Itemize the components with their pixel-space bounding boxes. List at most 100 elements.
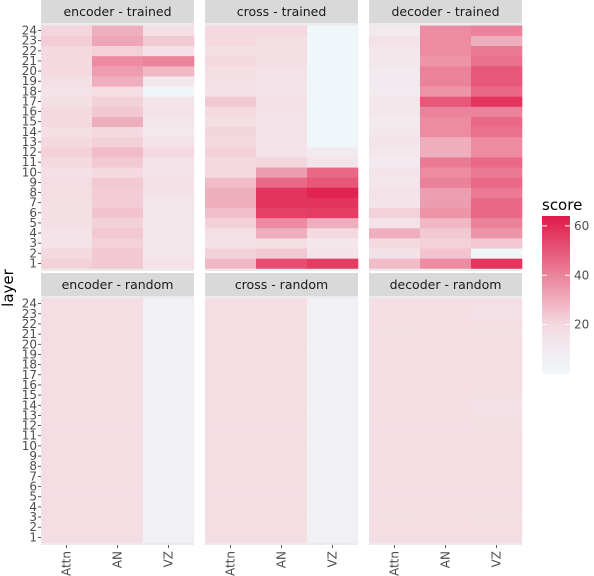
heatmap-cell (41, 318, 93, 330)
heatmap-cell (92, 76, 144, 87)
heatmap-cell (307, 511, 359, 523)
heatmap-cell (256, 339, 308, 350)
heatmap-cell (143, 136, 195, 148)
heatmap-cell (92, 379, 144, 391)
heatmap-cell (420, 116, 472, 128)
heatmap-cell (41, 298, 93, 310)
heatmap-cell (205, 379, 257, 391)
heatmap-cell (41, 491, 93, 503)
heatmap-cell (41, 55, 93, 67)
heatmap-cell (256, 217, 308, 229)
heatmap-cell (307, 116, 359, 128)
y-tick-label: 10 (22, 439, 37, 453)
heatmap-cell (256, 248, 308, 259)
heatmap-cell (92, 35, 144, 47)
heatmap-cell (471, 511, 523, 523)
heatmap-cell (307, 461, 359, 472)
heatmap-cell (256, 450, 308, 462)
heatmap-cell (471, 35, 523, 47)
panel: decoder - random (369, 273, 523, 545)
heatmap-cell (307, 258, 359, 269)
heatmap-cell (205, 329, 257, 340)
heatmap-cell (420, 96, 472, 107)
heatmap-cell (307, 450, 359, 462)
y-tick-label: 24 (22, 297, 37, 311)
heatmap-cell (420, 481, 472, 492)
y-tick-label: 11 (22, 155, 37, 169)
heatmap-cell (143, 471, 195, 482)
heatmap-cell (92, 238, 144, 249)
panel: decoder - trained (369, 0, 523, 271)
heatmap-cell (420, 217, 472, 229)
heatmap-cell (92, 126, 144, 138)
heatmap-cell (471, 329, 523, 340)
heatmap-cell (92, 248, 144, 259)
heatmap-cell (256, 400, 308, 411)
heatmap-cell (369, 96, 421, 107)
heatmap-cell (41, 349, 93, 360)
facet-strip (205, 0, 358, 23)
heatmap-cell (307, 177, 359, 188)
legend: score 20 40 60 (542, 196, 589, 374)
heatmap-cell (369, 440, 421, 452)
heatmap-cell (307, 369, 359, 381)
heatmap-cell (143, 258, 195, 269)
heatmap-cell (471, 400, 523, 411)
heatmap-cell (471, 248, 523, 259)
heatmap-cell (256, 420, 308, 431)
heatmap-cell (369, 430, 421, 442)
heatmap-cell (205, 96, 257, 107)
heatmap-cell (92, 227, 144, 239)
heatmap-cell (307, 339, 359, 350)
heatmap-cell (369, 410, 421, 421)
heatmap-cell (92, 532, 144, 543)
heatmap-cell (205, 217, 257, 229)
x-tick-label: AN (111, 551, 125, 568)
heatmap-cell (92, 207, 144, 219)
heatmap-cell (307, 481, 359, 492)
heatmap-cell (256, 136, 308, 148)
heatmap-cell (471, 461, 523, 472)
heatmap-cell (205, 501, 257, 513)
heatmap-cell (205, 308, 257, 320)
heatmap-cell (471, 258, 523, 269)
heatmap-cell (256, 318, 308, 330)
y-tick-label: 21 (22, 54, 37, 68)
y-tick-label: 24 (22, 24, 37, 38)
heatmap-cell (369, 420, 421, 431)
y-tick-label: 22 (22, 44, 37, 58)
heatmap-cell (471, 522, 523, 533)
heatmap-cell (471, 86, 523, 97)
heatmap-cell (369, 86, 421, 97)
heatmap-cell (369, 35, 421, 47)
heatmap-cell (41, 248, 93, 259)
heatmap-cell (256, 126, 308, 138)
heatmap-cell (369, 66, 421, 77)
heatmap-cell (256, 369, 308, 381)
y-tick-label: 12 (22, 419, 37, 433)
heatmap-cell (420, 207, 472, 219)
heatmap-cell (369, 147, 421, 158)
heatmap-cell (92, 430, 144, 442)
heatmap-cell (420, 522, 472, 533)
facet-strip (41, 0, 194, 23)
heatmap-cell (471, 227, 523, 239)
heatmap-cell (256, 76, 308, 87)
y-tick-label: 2 (29, 246, 37, 260)
heatmap-cell (143, 410, 195, 421)
heatmap-cell (41, 329, 93, 340)
heatmap-cell (92, 471, 144, 482)
y-tick-label: 17 (22, 94, 37, 108)
heatmap-cell (143, 147, 195, 158)
heatmap-cell (41, 379, 93, 391)
heatmap-cell (420, 532, 472, 543)
heatmap-cell (307, 440, 359, 452)
heatmap-cell (92, 116, 144, 128)
heatmap-cell (205, 430, 257, 442)
heatmap-cell (41, 45, 93, 57)
heatmap-cell (143, 329, 195, 340)
heatmap-cell (205, 177, 257, 188)
heatmap-cell (205, 106, 257, 117)
heatmap-cell (369, 532, 421, 543)
heatmap-cell (205, 55, 257, 67)
